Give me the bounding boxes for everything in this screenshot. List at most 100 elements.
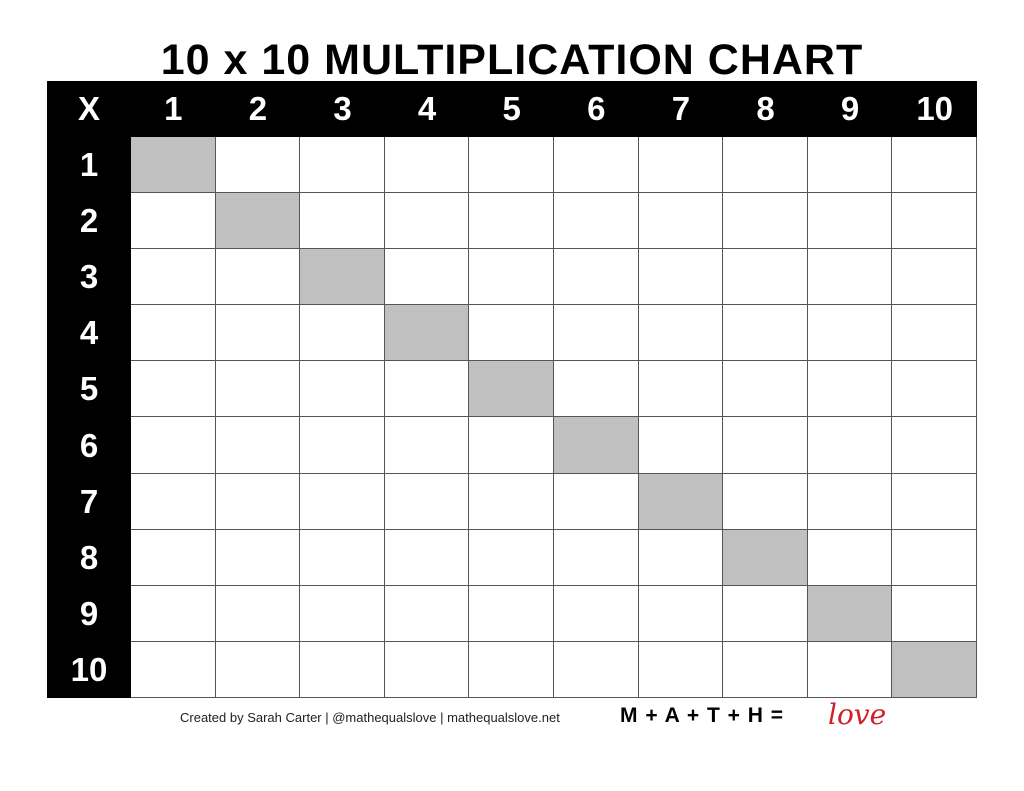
answer-cell xyxy=(131,193,216,250)
answer-cell xyxy=(131,305,216,362)
answer-cell xyxy=(892,417,977,474)
answer-cell xyxy=(215,473,301,530)
answer-cell xyxy=(892,193,977,250)
answer-cell xyxy=(215,361,301,418)
answer-cell xyxy=(300,417,385,474)
answer-cell xyxy=(215,137,301,194)
page-title: 10 x 10 MULTIPLICATION CHART xyxy=(160,36,864,84)
answer-cell xyxy=(553,641,639,698)
answer-cell xyxy=(300,193,385,250)
answer-cell xyxy=(723,417,808,474)
answer-cell xyxy=(638,417,724,474)
answer-cell xyxy=(131,529,216,586)
answer-cell xyxy=(215,305,301,362)
column-header: 10 xyxy=(892,81,977,137)
answer-cell xyxy=(723,193,808,250)
answer-cell xyxy=(384,249,470,306)
answer-cell xyxy=(215,641,301,698)
answer-cell xyxy=(300,641,385,698)
answer-cell xyxy=(131,361,216,418)
column-header: 8 xyxy=(723,81,808,137)
answer-cell xyxy=(638,193,724,250)
answer-cell xyxy=(384,417,470,474)
row-header: 10 xyxy=(47,641,131,698)
answer-cell xyxy=(384,137,470,194)
diagonal-cell xyxy=(638,473,724,530)
answer-cell xyxy=(807,305,893,362)
column-header: 4 xyxy=(384,81,470,137)
answer-cell xyxy=(723,305,808,362)
answer-cell xyxy=(131,641,216,698)
answer-cell xyxy=(215,249,301,306)
column-header: 6 xyxy=(553,81,639,137)
answer-cell xyxy=(892,585,977,642)
answer-cell xyxy=(469,529,554,586)
answer-cell xyxy=(300,137,385,194)
answer-cell xyxy=(892,249,977,306)
diagonal-cell xyxy=(384,305,470,362)
answer-cell xyxy=(807,137,893,194)
diagonal-cell xyxy=(300,249,385,306)
column-header: 3 xyxy=(300,81,385,137)
answer-cell xyxy=(384,529,470,586)
footer-credit: Created by Sarah Carter | @mathequalslov… xyxy=(180,710,560,725)
answer-cell xyxy=(638,137,724,194)
answer-cell xyxy=(131,417,216,474)
diagonal-cell xyxy=(723,529,808,586)
answer-cell xyxy=(469,249,554,306)
answer-cell xyxy=(469,585,554,642)
love-script-logo: love xyxy=(828,698,887,731)
answer-cell xyxy=(300,473,385,530)
answer-cell xyxy=(131,249,216,306)
corner-label: X xyxy=(47,81,131,137)
answer-cell xyxy=(892,529,977,586)
answer-cell xyxy=(892,137,977,194)
answer-cell xyxy=(384,641,470,698)
answer-cell xyxy=(131,473,216,530)
answer-cell xyxy=(638,305,724,362)
row-header: 7 xyxy=(47,473,131,530)
answer-cell xyxy=(638,641,724,698)
answer-cell xyxy=(723,361,808,418)
answer-cell xyxy=(469,193,554,250)
answer-cell xyxy=(807,529,893,586)
answer-cell xyxy=(553,473,639,530)
answer-cell xyxy=(892,305,977,362)
answer-cell xyxy=(638,361,724,418)
answer-cell xyxy=(553,305,639,362)
answer-cell xyxy=(638,529,724,586)
answer-cell xyxy=(892,473,977,530)
answer-cell xyxy=(553,249,639,306)
diagonal-cell xyxy=(131,137,216,194)
column-header: 5 xyxy=(469,81,554,137)
answer-cell xyxy=(723,137,808,194)
answer-cell xyxy=(469,473,554,530)
answer-cell xyxy=(723,249,808,306)
row-header: 1 xyxy=(47,137,131,194)
answer-cell xyxy=(807,193,893,250)
answer-cell xyxy=(807,473,893,530)
column-header: 2 xyxy=(215,81,301,137)
column-header: 1 xyxy=(131,81,216,137)
answer-cell xyxy=(553,193,639,250)
answer-cell xyxy=(553,137,639,194)
answer-cell xyxy=(723,641,808,698)
answer-cell xyxy=(807,249,893,306)
diagonal-cell xyxy=(807,585,893,642)
row-header: 3 xyxy=(47,249,131,306)
multiplication-grid: X 1 2 3 4 5 6 7 8 9 10 1 2 3 4 5 6 7 8 9 10 xyxy=(47,81,977,698)
answer-cell xyxy=(807,361,893,418)
column-header: 7 xyxy=(638,81,724,137)
brand-logo: M + A + T + H = xyxy=(620,704,784,727)
answer-cell xyxy=(300,305,385,362)
answer-cell xyxy=(469,641,554,698)
answer-cell xyxy=(638,249,724,306)
answer-cell xyxy=(807,641,893,698)
diagonal-cell xyxy=(469,361,554,418)
answer-cell xyxy=(553,585,639,642)
row-header: 6 xyxy=(47,417,131,474)
answer-cell xyxy=(384,585,470,642)
answer-cell xyxy=(300,529,385,586)
answer-cell xyxy=(553,361,639,418)
answer-cell xyxy=(469,305,554,362)
